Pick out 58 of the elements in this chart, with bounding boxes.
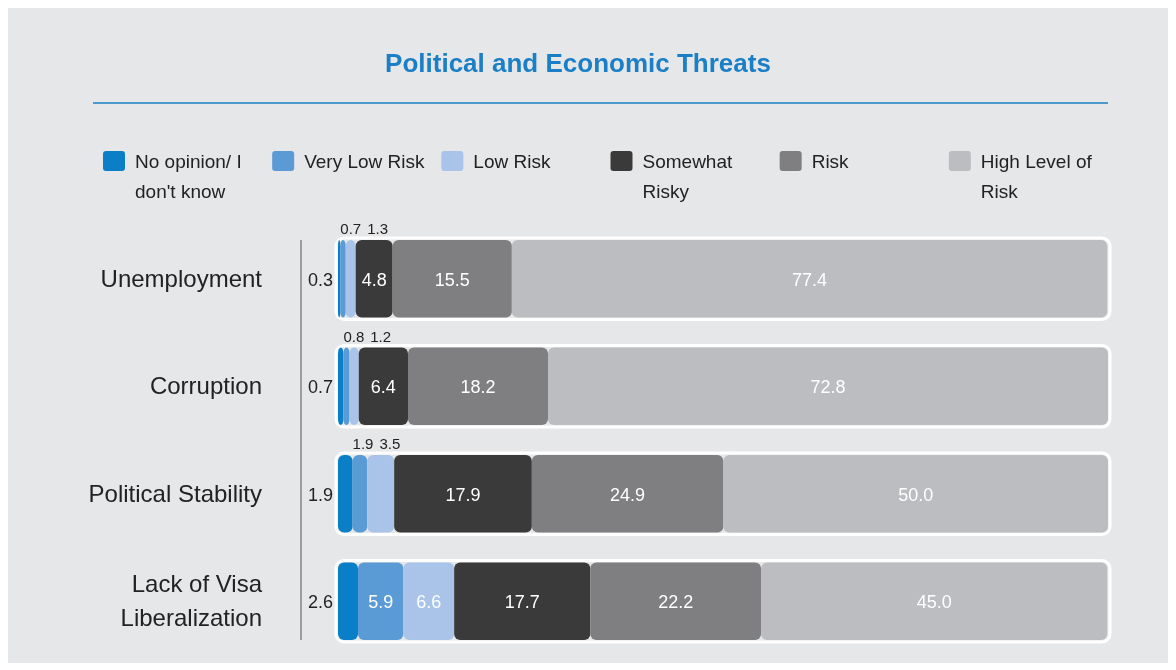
legend-label: Very Low Risk	[304, 151, 426, 172]
data-label: 1.2	[370, 327, 392, 345]
bar	[345, 240, 356, 318]
bar	[454, 562, 591, 640]
y-tick-label: Lack of Visa Liberalization	[120, 570, 263, 632]
bar	[349, 347, 359, 425]
bar	[392, 240, 512, 318]
bar	[723, 455, 1108, 533]
y-tick-label: Unemployment	[100, 264, 263, 292]
data-label: 15.5	[434, 269, 470, 290]
bar	[403, 562, 455, 640]
data-label: 0.3	[307, 269, 333, 290]
bar	[511, 240, 1108, 318]
legend-label: Risk	[811, 151, 850, 172]
bar	[590, 562, 762, 640]
chart-title: Political and Economic Threats	[385, 48, 771, 78]
legend-label: No opinion/ I don't know	[135, 151, 242, 202]
y-tick-label: Political Stability	[88, 479, 262, 507]
legend-label: Low Risk	[473, 151, 551, 172]
y-tick-label: Corruption	[149, 372, 262, 400]
bar	[358, 347, 408, 425]
data-label: 0.8	[343, 327, 365, 345]
data-label: 0.7	[340, 220, 362, 237]
bar	[343, 347, 350, 425]
data-label: 17.7	[504, 592, 540, 613]
data-label: 5.9	[368, 592, 394, 613]
bar	[367, 455, 395, 533]
data-label: 77.4	[792, 269, 828, 290]
bar	[761, 562, 1108, 640]
data-label: 2.6	[307, 592, 333, 613]
data-label: 1.9	[307, 484, 333, 505]
data-label: 1.9	[352, 435, 374, 453]
legend-label: Somewhat Risky	[642, 151, 733, 202]
bar	[338, 562, 358, 640]
data-label: 24.9	[610, 484, 646, 505]
bar	[394, 455, 532, 533]
data-label: 6.6	[416, 592, 442, 613]
data-label: 6.4	[370, 377, 396, 398]
data-label: 18.2	[460, 377, 496, 398]
bar	[548, 347, 1108, 425]
data-label: 22.2	[658, 592, 694, 613]
data-label: 72.8	[810, 377, 846, 398]
bar	[408, 347, 548, 425]
data-label: 50.0	[898, 484, 934, 505]
data-label: 1.3	[367, 220, 389, 237]
data-label: 0.7	[307, 377, 333, 398]
data-label: 45.0	[916, 592, 952, 613]
bar	[338, 455, 353, 533]
bar	[355, 240, 393, 318]
bar	[358, 562, 404, 640]
bar	[531, 455, 724, 533]
data-label: 4.8	[361, 269, 387, 290]
data-label: 17.9	[445, 484, 481, 505]
bar	[338, 347, 344, 425]
legend-label: High Level of Risk	[980, 151, 1093, 202]
data-label: 3.5	[379, 435, 401, 453]
bar	[340, 240, 346, 318]
bar	[352, 455, 368, 533]
